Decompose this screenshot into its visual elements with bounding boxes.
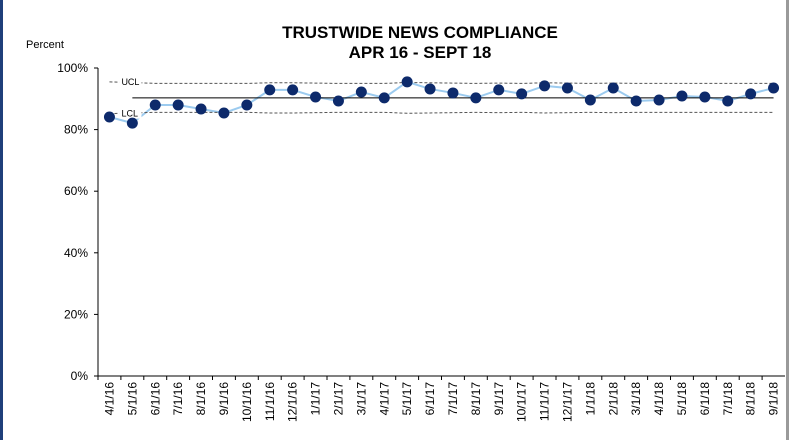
data-point [378,92,390,104]
x-tick-label: 4/1/16 [102,382,116,416]
x-tick-label: 11/1/17 [538,382,552,421]
data-line [109,80,774,125]
y-tick-label: 0% [71,369,89,383]
y-tick-label: 100% [57,61,88,75]
x-tick-label: 5/1/18 [675,382,689,416]
y-tick-label: 80% [64,123,88,137]
data-point [241,99,253,111]
limit-label-bg [119,107,142,119]
data-point [539,80,551,92]
x-tick-label: 10/1/16 [240,382,254,422]
x-tick-label: 3/1/18 [629,382,643,416]
data-point [722,95,734,107]
data-point [493,84,505,96]
x-tick-label: 4/1/17 [377,382,391,416]
data-point [172,99,184,111]
x-tick-label: 5/1/17 [400,382,414,416]
x-tick-label: 8/1/18 [744,382,758,416]
x-tick-label: 6/1/17 [423,382,437,416]
limit-line [109,81,774,84]
data-point [561,82,573,94]
x-tick-label: 1/1/18 [583,382,597,416]
data-point [401,76,413,88]
data-point [653,94,665,106]
x-tick-label: 2/1/17 [331,382,345,416]
x-tick-label: 3/1/17 [354,382,368,416]
x-tick-label: 7/1/16 [171,382,185,416]
data-point [584,94,596,106]
y-tick-label: 20% [64,307,88,321]
limit-label: LCL [121,109,138,119]
chart-title: TRUSTWIDE NEWS COMPLIANCE [282,23,558,42]
x-tick-label: 4/1/18 [652,382,666,416]
x-tick-label: 6/1/18 [698,382,712,416]
limit-label-bg [119,75,142,87]
data-point [630,95,642,107]
data-point [768,82,780,94]
x-tick-label: 8/1/17 [469,382,483,416]
data-point [149,99,161,111]
data-point [218,107,230,119]
data-point [447,87,459,99]
data-point [745,88,757,100]
data-point [287,84,299,96]
chart-subtitle: APR 16 - SEPT 18 [349,43,492,62]
window-edge [786,0,789,440]
data-point [699,91,711,103]
data-point [195,103,207,115]
x-tick-label: 1/1/17 [309,382,323,416]
x-tick-label: 10/1/17 [515,382,529,422]
x-tick-label: 7/1/18 [721,382,735,416]
data-point [332,95,344,107]
limit-label: UCL [121,77,139,87]
limit-line [109,111,774,115]
x-tick-label: 6/1/16 [148,382,162,416]
x-tick-label: 7/1/17 [446,382,460,416]
x-tick-label: 9/1/18 [767,382,781,416]
data-point [103,111,115,123]
x-tick-label: 2/1/18 [606,382,620,416]
window-edge [0,0,3,440]
x-tick-label: 9/1/16 [217,382,231,416]
x-tick-label: 9/1/17 [492,382,506,416]
data-point [424,83,436,95]
x-tick-label: 12/1/17 [560,382,574,422]
data-point [310,91,322,103]
x-tick-label: 5/1/16 [125,382,139,416]
data-point [607,82,619,94]
data-point [126,117,138,129]
y-axis-label: Percent [26,39,64,51]
x-tick-label: 12/1/16 [286,382,300,422]
y-tick-label: 60% [64,184,88,198]
data-point [355,86,367,98]
data-point [676,90,688,102]
y-tick-label: 40% [64,246,88,260]
x-tick-label: 8/1/16 [194,382,208,416]
data-point [516,88,528,100]
x-tick-label: 11/1/16 [263,382,277,421]
data-point [470,92,482,104]
data-point [264,84,276,96]
